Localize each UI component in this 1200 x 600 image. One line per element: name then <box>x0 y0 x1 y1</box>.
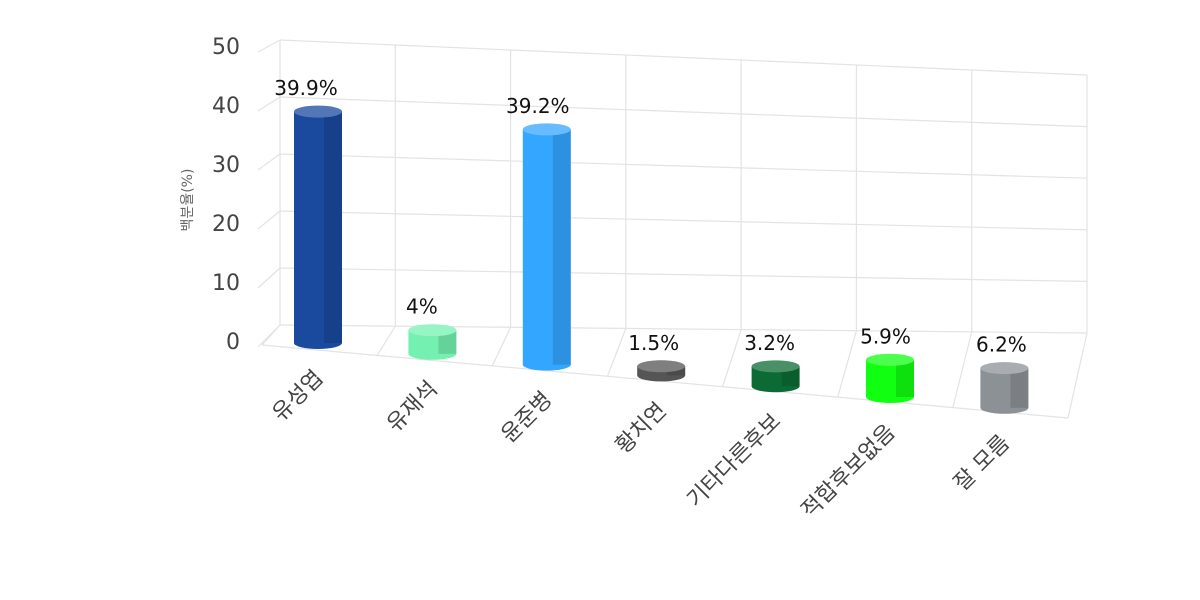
bar <box>980 368 1029 408</box>
bar <box>522 129 571 365</box>
grid-line <box>279 210 1088 231</box>
bar-top-highlight <box>866 353 914 366</box>
floor-line <box>261 324 281 346</box>
bar-group <box>294 105 342 349</box>
y-tick-label: 20 <box>212 212 240 237</box>
bar-top-highlight <box>637 360 686 373</box>
bar-group <box>408 324 457 360</box>
y-tick-label: 40 <box>212 94 240 119</box>
bar <box>294 111 342 343</box>
bar-top <box>294 105 342 118</box>
bar-group <box>522 123 571 371</box>
bar-shade <box>552 129 571 365</box>
grid-line <box>257 153 281 171</box>
x-tick-label: 유재석 <box>382 377 443 438</box>
grid-line <box>279 324 1088 334</box>
bar-top-highlight <box>751 360 800 373</box>
floor-line <box>722 329 742 387</box>
bar-top-highlight <box>408 324 457 337</box>
bar-shade <box>438 330 457 354</box>
floor-line <box>1067 332 1088 419</box>
x-tick-label: 적합후보없음 <box>797 420 901 524</box>
grid-line <box>279 96 1088 128</box>
x-tick-label: 황치연 <box>611 398 672 459</box>
bar <box>408 330 457 354</box>
value-label: 3.2% <box>744 331 795 355</box>
grid-line <box>257 96 281 112</box>
y-tick-label: 10 <box>212 271 240 296</box>
bar-shade <box>324 111 342 343</box>
x-tick-label: 기타다른후보 <box>683 409 787 513</box>
y-axis-label: 백분율(%) <box>180 169 196 232</box>
bar <box>866 359 914 397</box>
bar-top <box>866 353 914 366</box>
bar-top <box>980 362 1029 375</box>
bar-top <box>522 123 571 136</box>
grid-line <box>279 153 1088 179</box>
bar-top <box>637 360 686 373</box>
bar-group <box>751 360 800 393</box>
value-label: 5.9% <box>860 324 911 348</box>
bar-shade <box>896 359 914 397</box>
bar-top-highlight <box>522 123 571 136</box>
grid-line <box>279 39 1088 76</box>
y-tick-label: 50 <box>212 35 240 60</box>
grid-line <box>279 267 1088 282</box>
grid-line <box>257 39 281 53</box>
bar-group <box>980 362 1029 414</box>
floor-line <box>952 331 973 408</box>
bar-shade <box>1010 368 1029 408</box>
value-label: 1.5% <box>628 331 679 355</box>
bar-group <box>637 360 686 382</box>
value-label: 39.9% <box>274 76 338 100</box>
floor-line <box>837 330 858 398</box>
bar-top-highlight <box>980 362 1029 375</box>
floor-line <box>606 328 627 377</box>
floor-edge <box>261 344 1069 419</box>
bar-top <box>408 324 457 337</box>
floor-line <box>376 325 396 356</box>
bar-top-highlight <box>294 105 342 118</box>
value-label: 39.2% <box>506 94 570 118</box>
value-label: 4% <box>406 295 438 319</box>
x-tick-label: 유성엽 <box>268 366 329 427</box>
bar-top <box>751 360 800 373</box>
grid-line <box>257 210 281 230</box>
y-tick-label: 0 <box>226 330 240 355</box>
x-tick-label: 잘 모름 <box>949 431 1015 497</box>
x-tick-label: 윤준병 <box>497 387 558 448</box>
value-label: 6.2% <box>976 333 1027 357</box>
floor-line <box>491 327 512 367</box>
y-tick-label: 30 <box>212 153 240 178</box>
bar-group <box>866 353 914 403</box>
grid-line <box>257 267 281 289</box>
